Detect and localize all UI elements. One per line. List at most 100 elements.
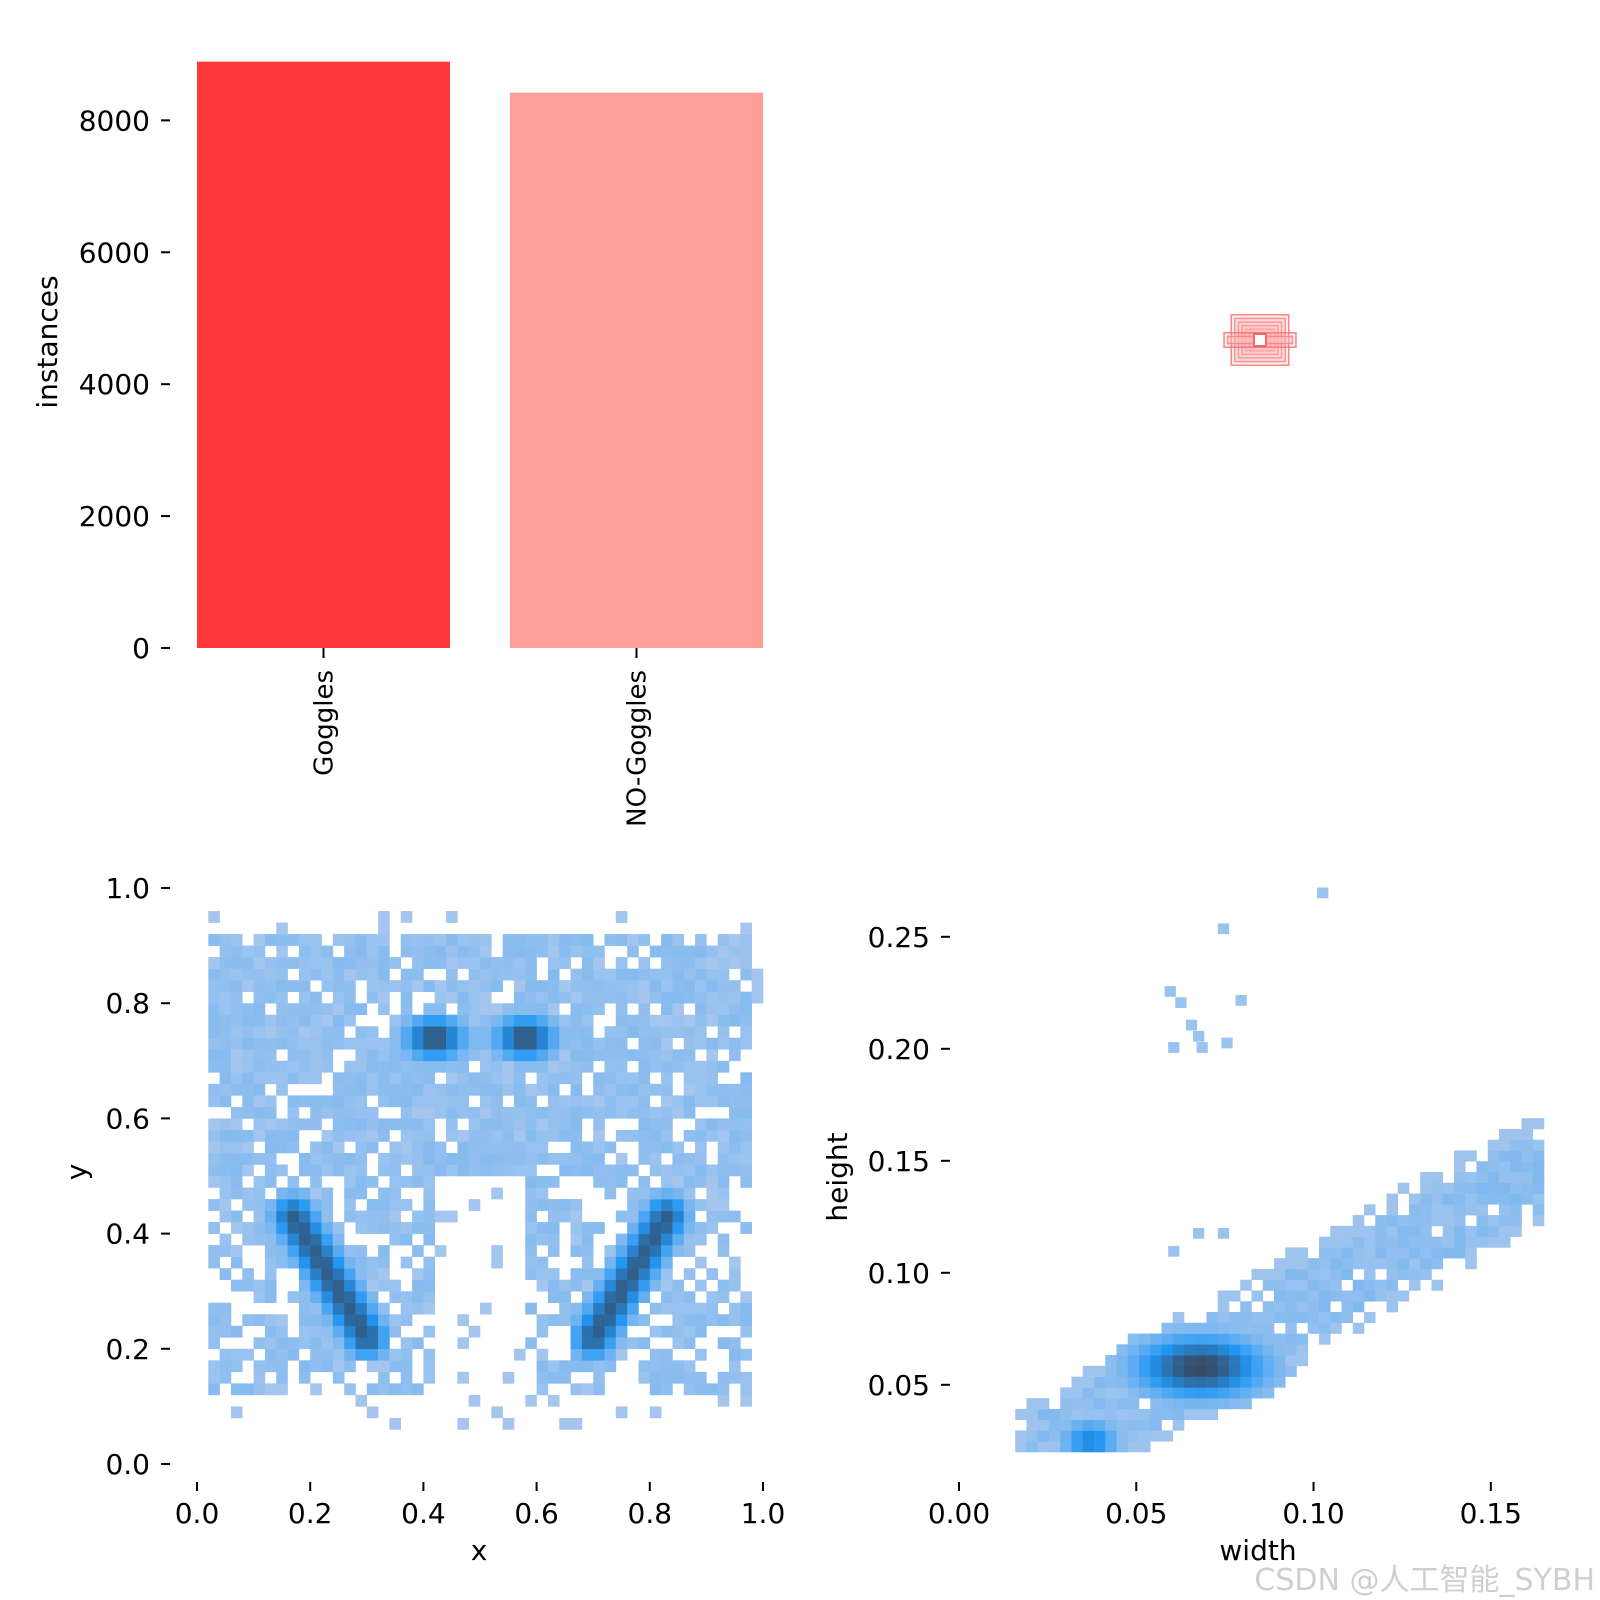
heatmap-cell	[468, 1014, 481, 1027]
heatmap-cell	[253, 1371, 266, 1384]
heatmap-cell	[627, 1337, 639, 1350]
heatmap-cell	[1296, 1355, 1309, 1367]
heatmap-cell	[717, 1003, 730, 1016]
heatmap-cell	[355, 1095, 368, 1108]
heatmap-cell	[230, 1325, 243, 1338]
heatmap-cell	[366, 1291, 379, 1304]
heatmap-cell	[457, 1003, 469, 1016]
heatmap-cell	[1127, 1441, 1140, 1453]
heatmap-cell	[480, 1037, 492, 1050]
heatmap-cell	[310, 1199, 322, 1211]
heatmap-cell	[1240, 1387, 1252, 1399]
heatmap-cell	[1116, 1355, 1129, 1367]
heatmap-cell	[344, 1314, 356, 1327]
heatmap-cell	[627, 1026, 639, 1039]
heatmap-cell	[412, 1222, 424, 1234]
heatmap-cell	[378, 980, 390, 992]
heatmap-cell	[378, 1118, 390, 1131]
heatmap-cell	[593, 1095, 605, 1108]
heatmap-cell	[287, 1095, 300, 1108]
heatmap-cell	[695, 1003, 707, 1016]
heatmap-cell	[1364, 1258, 1376, 1270]
heatmap-cell	[491, 1129, 503, 1142]
heatmap-cell	[729, 1118, 741, 1131]
heatmap-cell	[740, 991, 752, 1004]
heatmap-cell	[695, 1152, 707, 1165]
heatmap-cell	[695, 1095, 707, 1108]
heatmap-cell	[1082, 1376, 1095, 1388]
heatmap-cell	[1510, 1204, 1522, 1216]
heatmap-cell	[570, 1268, 583, 1280]
x-tick-label: 0.10	[1282, 1497, 1344, 1530]
heatmap-cell	[547, 1026, 560, 1039]
heatmap-cell	[638, 991, 651, 1004]
heatmap-cell	[513, 1129, 526, 1142]
heatmap-cell	[321, 1360, 334, 1373]
heatmap-cell	[661, 1302, 673, 1315]
heatmap-cell	[457, 1371, 469, 1384]
heatmap-cell	[672, 1360, 685, 1373]
heatmap-cell	[1386, 1301, 1399, 1313]
heatmap-cell	[344, 1152, 356, 1165]
heatmap-cell	[242, 1152, 254, 1165]
heatmap-cell	[412, 968, 424, 981]
heatmap-cell	[378, 1279, 390, 1292]
heatmap-cell	[264, 1164, 277, 1177]
heatmap-cell	[1274, 1344, 1286, 1356]
heatmap-cell	[378, 922, 390, 935]
heatmap-cell	[1285, 1290, 1297, 1302]
heatmap-cell	[423, 1106, 436, 1119]
heatmap-cell	[344, 1060, 356, 1073]
heatmap-cell	[332, 1314, 345, 1327]
heatmap-cell	[615, 1037, 628, 1050]
heatmap-cell	[525, 1337, 537, 1350]
heatmap-cell	[1082, 1387, 1095, 1399]
heatmap-cell	[513, 1072, 526, 1085]
heatmap-cell	[1454, 1161, 1466, 1173]
heatmap-cell	[1409, 1258, 1421, 1270]
heatmap-cell	[310, 991, 322, 1004]
heatmap-cell	[434, 1060, 447, 1073]
heatmap-cell	[230, 1176, 243, 1188]
heatmap-cell	[423, 1233, 436, 1246]
heatmap-cell	[593, 1291, 605, 1304]
heatmap-cell	[695, 945, 707, 958]
heatmap-cell	[661, 1176, 673, 1188]
heatmap-cell	[559, 934, 571, 946]
heatmap-cell	[310, 1026, 322, 1039]
heatmap-cell	[446, 1129, 458, 1142]
heatmap-cell	[400, 1233, 413, 1246]
heatmap-cell	[208, 1118, 220, 1131]
heatmap-cell	[570, 1152, 583, 1165]
heatmap-cell	[1341, 1301, 1354, 1313]
heatmap-cell	[740, 968, 752, 981]
heatmap-cell	[400, 1199, 413, 1211]
heatmap-cell	[717, 1279, 730, 1292]
heatmap-cell	[1217, 1365, 1230, 1377]
heatmap-cell	[593, 1222, 605, 1234]
heatmap-cell	[298, 1268, 311, 1280]
heatmap-cell	[1150, 1355, 1162, 1367]
heatmap-cell	[446, 1049, 458, 1062]
heatmap-cell	[434, 1141, 447, 1154]
heatmap-cell	[695, 980, 707, 992]
heatmap-cell	[219, 1152, 232, 1165]
heatmap-cell	[264, 1360, 277, 1373]
heatmap-cell	[264, 1060, 277, 1073]
heatmap-cell	[230, 1049, 243, 1062]
y-axis-label: height	[821, 1132, 854, 1221]
heatmap-cell	[366, 1268, 379, 1280]
x-tick-label: 0.00	[928, 1497, 990, 1530]
heatmap-cell	[366, 1325, 379, 1338]
heatmap-cell	[706, 1302, 719, 1315]
heatmap-cell	[321, 1049, 334, 1062]
heatmap-cell	[1454, 1182, 1466, 1194]
heatmap-cell	[1386, 1279, 1399, 1291]
heatmap-cell	[1071, 1430, 1084, 1442]
heatmap-cell	[355, 1279, 368, 1292]
heatmap-cell	[627, 968, 639, 981]
heatmap-cell	[230, 1187, 243, 1200]
heatmap-cell	[661, 1095, 673, 1108]
heatmap-cell	[1229, 1365, 1241, 1377]
heatmap-cell	[1319, 1290, 1331, 1302]
